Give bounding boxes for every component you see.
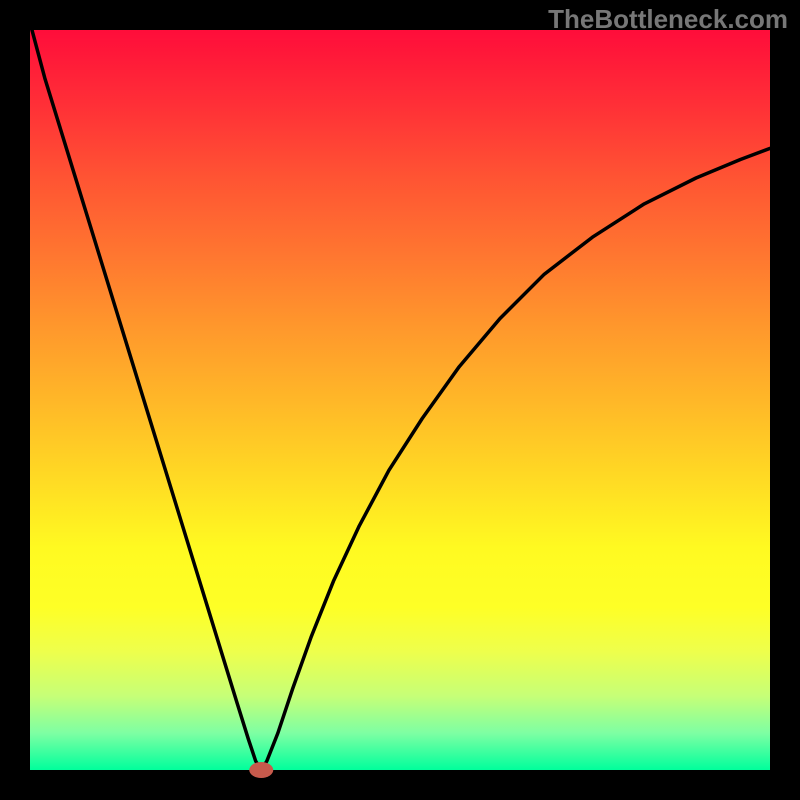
- plot-background: [30, 30, 770, 770]
- watermark-text: TheBottleneck.com: [548, 4, 788, 35]
- chart-container: TheBottleneck.com: [0, 0, 800, 800]
- minimum-marker: [249, 762, 273, 778]
- plot-svg: [0, 0, 800, 800]
